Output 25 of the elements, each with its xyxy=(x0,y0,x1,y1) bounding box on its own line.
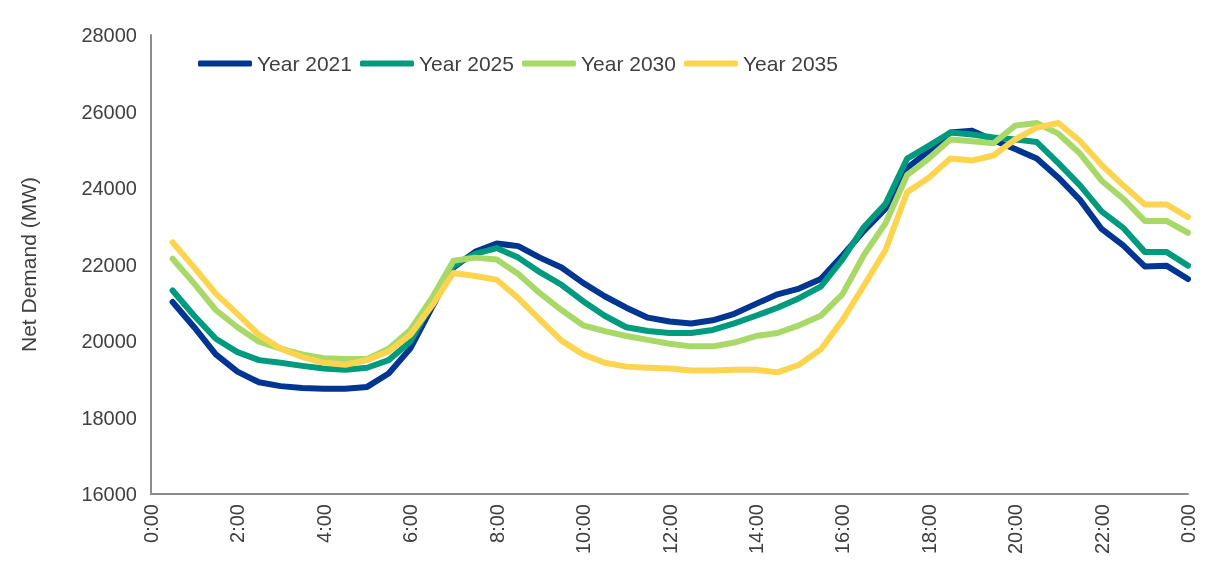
legend-label: Year 2035 xyxy=(742,52,838,75)
y-tick-label: 26000 xyxy=(81,100,137,123)
y-axis-title: Net Demand (MW) xyxy=(17,176,40,353)
x-tick-label: 0:00 xyxy=(1177,504,1199,543)
y-tick-label: 22000 xyxy=(81,253,137,276)
legend-label: Year 2021 xyxy=(257,52,352,75)
y-tick-label: 18000 xyxy=(81,406,137,429)
x-tick-label: 6:00 xyxy=(399,504,422,543)
x-tick-label: 12:00 xyxy=(658,504,681,555)
x-tick-label: 10:00 xyxy=(572,504,595,555)
y-tick-label: 24000 xyxy=(81,177,137,199)
x-tick-label: 16:00 xyxy=(831,504,854,555)
x-tick-label: 22:00 xyxy=(1090,504,1113,555)
y-tick-label: 28000 xyxy=(81,24,137,46)
x-tick-label: 8:00 xyxy=(485,504,508,543)
x-tick-label: 20:00 xyxy=(1004,504,1027,555)
x-tick-label: 14:00 xyxy=(744,504,767,555)
legend-label: Year 2030 xyxy=(580,52,676,75)
y-tick-label: 20000 xyxy=(81,330,137,352)
legend-label: Year 2025 xyxy=(418,52,514,75)
x-tick-label: 4:00 xyxy=(312,504,335,543)
y-tick-label: 16000 xyxy=(81,483,137,505)
x-tick-label: 0:00 xyxy=(140,504,162,543)
x-tick-label: 2:00 xyxy=(226,504,249,543)
x-tick-label: 18:00 xyxy=(917,504,940,555)
